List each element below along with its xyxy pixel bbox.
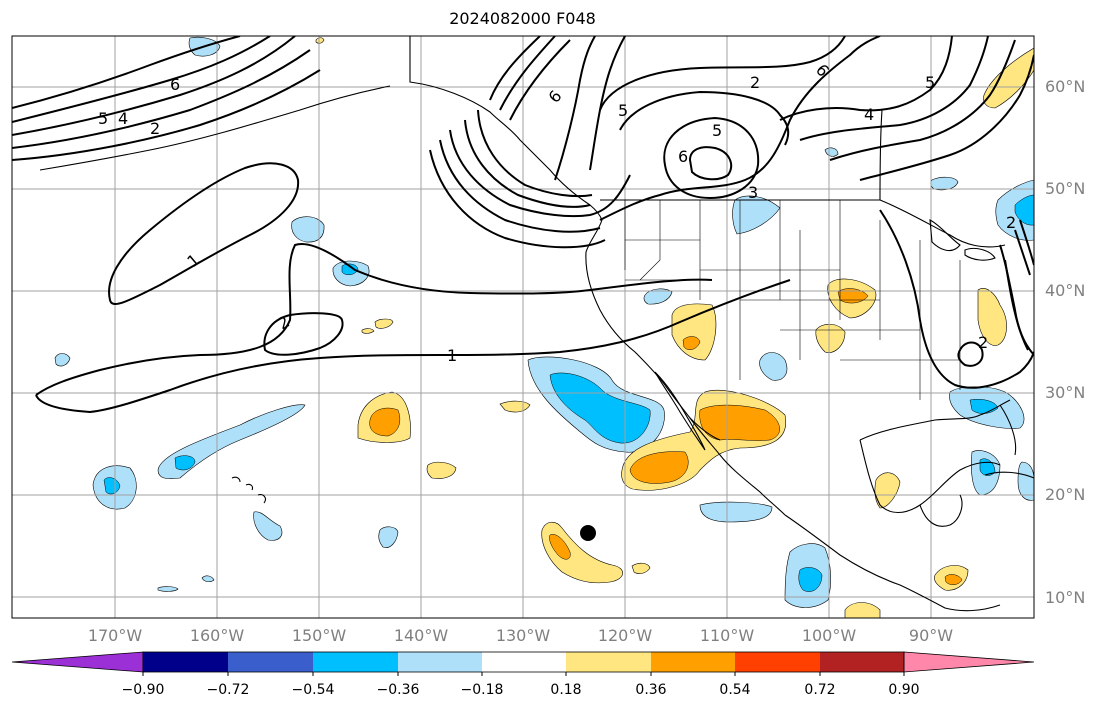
colorbar-extend-low [11,651,144,673]
colorbar-tick-label: −0.18 [460,682,504,698]
contour-label: 2 [1006,213,1016,232]
colorbar-segment-7 [651,652,735,672]
lon-label: 140°W [393,626,449,645]
colorbar-segment-6 [566,652,651,672]
colorbar-segment-2 [228,652,313,672]
colorbar-segment-1 [143,652,228,672]
lat-label: 40°N [1045,281,1086,300]
lon-label: 100°W [801,626,857,645]
colorbar-tick-label: −0.54 [291,682,335,698]
lat-label: 60°N [1045,77,1086,96]
contour-label: 4 [118,109,128,128]
lon-label: 90°W [908,626,954,645]
anomaly-contours [12,36,1034,414]
colorbar-segment-3 [313,652,398,672]
colorbar-extend-high [903,651,1035,673]
colorbar-segment-8 [735,652,820,672]
lat-label: 10°N [1045,588,1086,607]
lon-label: 110°W [699,626,755,645]
colorbar-segment-5 [482,652,566,672]
lon-label: 150°W [291,626,347,645]
lat-label: 30°N [1045,383,1086,402]
coastlines [39,36,1034,612]
lat-label: 50°N [1045,179,1086,198]
strong-positive-anomaly-shading [369,288,963,585]
lat-label: 20°N [1045,485,1086,504]
colorbar-tick-label: 0.90 [888,682,920,698]
lon-label: 120°W [597,626,653,645]
storm-marker [580,525,596,541]
contour-label: 2 [150,119,160,138]
colorbar-tick-label: −0.90 [121,682,165,698]
contour-label: 5 [618,101,628,120]
state-borders [624,200,961,400]
colorbar-tick-label: 0.36 [635,682,667,698]
contour-label: 3 [748,183,758,202]
contour-label: 6 [170,75,180,94]
plot-frame [11,35,1035,619]
map-title: 2024082000 F048 [449,9,596,28]
colorbar-segment-4 [398,652,482,672]
colorbar-tick-label: 0.54 [719,682,751,698]
colorbar-frame [142,651,905,673]
contour-label: 1 [447,346,457,365]
contour-label: 6 [678,147,688,166]
colorbar-tick-label: −0.36 [376,682,420,698]
colorbar-segment-9 [820,652,904,672]
colorbar-ticks [142,672,905,676]
lon-label: 160°W [189,626,245,645]
contour-label: 5 [712,121,722,140]
contour-label: 4 [864,105,874,124]
colorbar-tick-label: 0.72 [804,682,836,698]
colorbar [11,651,1035,673]
contour-label: 5 [925,73,935,92]
lon-label: 130°W [495,626,551,645]
colorbar-tick-label: 0.18 [550,682,582,698]
lon-label: 170°W [87,626,143,645]
contour-label: 2 [978,333,988,352]
colorbar-tick-label: −0.72 [206,682,250,698]
contour-label: 2 [750,73,760,92]
graticule [12,36,1034,618]
contour-label: 5 [98,109,108,128]
